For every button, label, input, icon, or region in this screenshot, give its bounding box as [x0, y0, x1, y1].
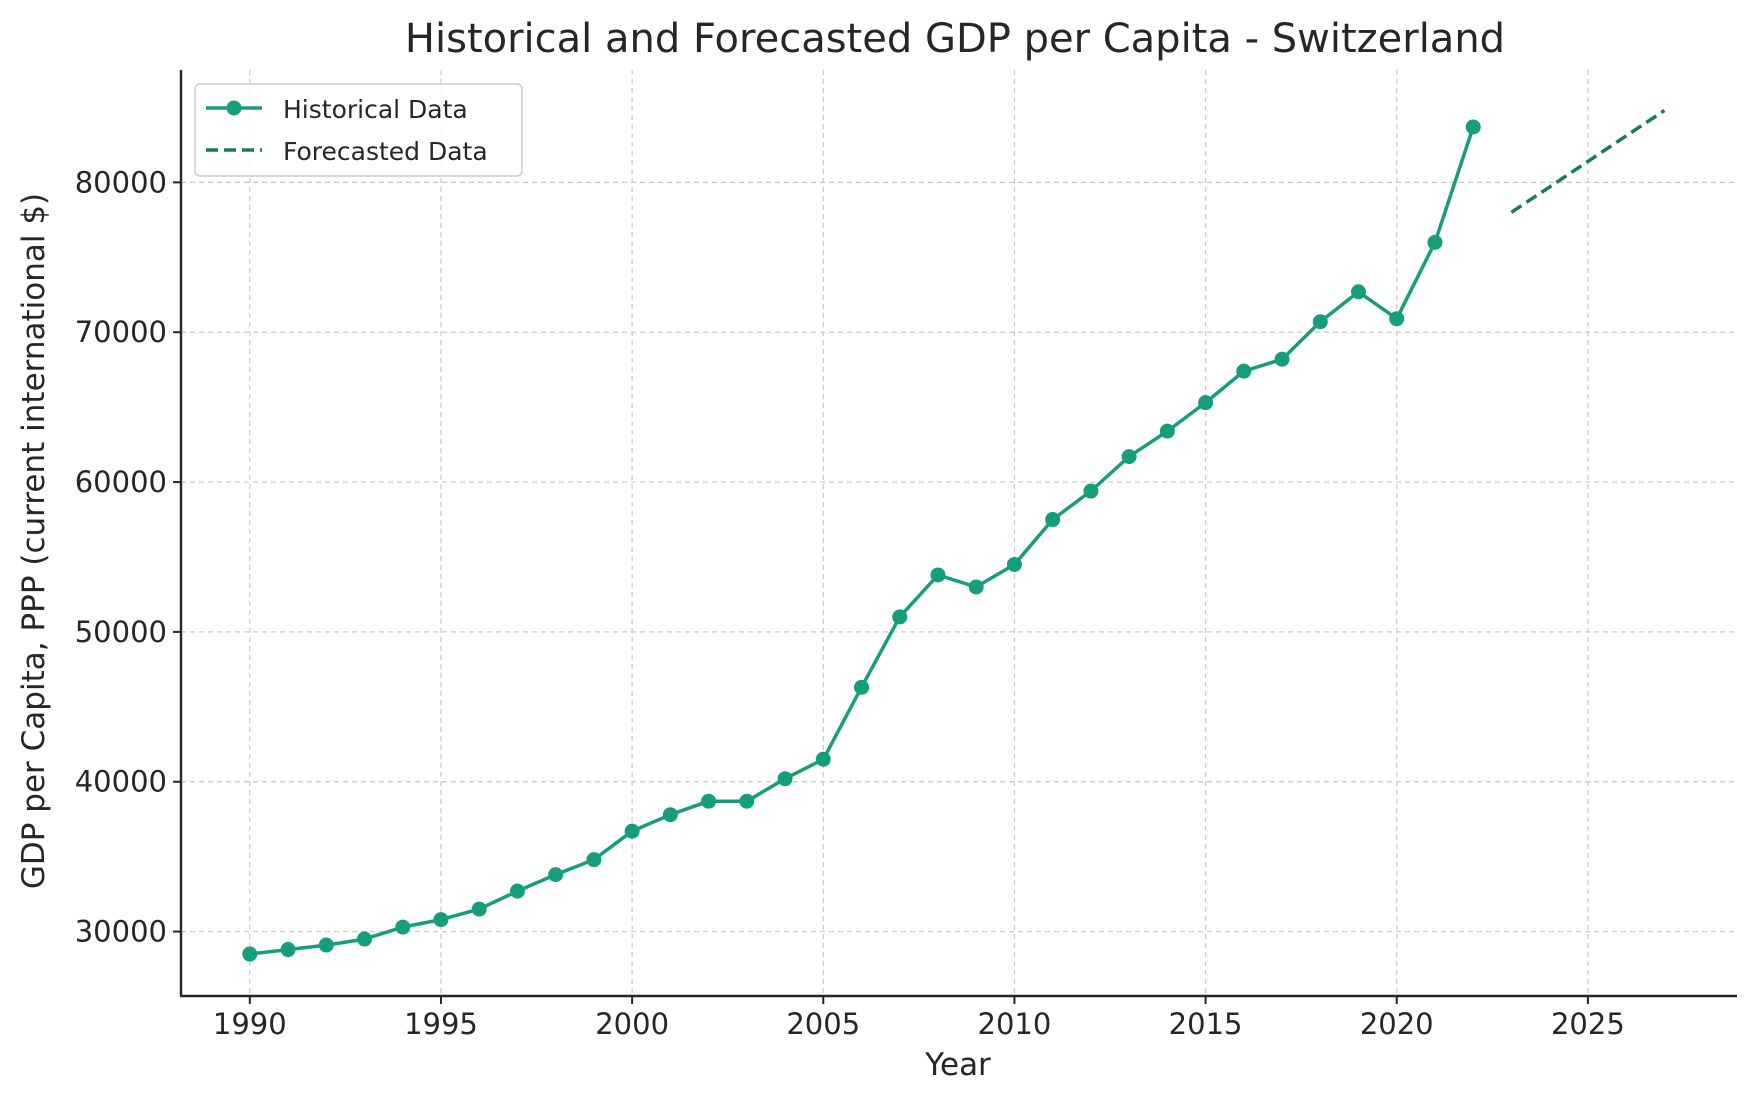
series-layer [242, 109, 1666, 962]
data-point-2007 [892, 609, 908, 625]
x-tick-label-2025: 2025 [1551, 1007, 1625, 1041]
data-point-2012 [1083, 483, 1099, 499]
data-point-2010 [1006, 556, 1022, 572]
data-point-2011 [1045, 512, 1061, 528]
y-tick-label-60000: 60000 [75, 465, 167, 499]
legend-historical-marker [226, 100, 242, 116]
data-point-1999 [586, 852, 602, 868]
y-axis-ticks: 30000 40000 50000 60000 70000 80000 [75, 165, 181, 949]
y-tick-label-80000: 80000 [75, 165, 167, 199]
data-point-2020 [1389, 311, 1405, 327]
chart-title: Historical and Forecasted GDP per Capita… [405, 16, 1505, 62]
y-axis-label: GDP per Capita, PPP (current internation… [16, 193, 52, 889]
data-point-1994 [395, 919, 411, 935]
x-tick-label-2020: 2020 [1360, 1007, 1434, 1041]
data-point-2021 [1427, 234, 1443, 250]
legend: Historical Data Forecasted Data [194, 83, 523, 177]
data-point-1995 [433, 912, 449, 928]
y-tick-label-70000: 70000 [75, 315, 167, 349]
grid-lines [181, 70, 1737, 996]
legend-forecast-label: Forecasted Data [283, 137, 488, 166]
y-tick-label-30000: 30000 [75, 915, 167, 949]
data-point-2008 [930, 567, 946, 583]
x-axis-ticks: 1990 1995 2000 2005 2010 2015 2020 2025 [213, 996, 1625, 1041]
series-line-forecast [1510, 109, 1666, 214]
data-point-2005 [815, 751, 831, 767]
data-point-2017 [1274, 351, 1290, 367]
data-point-2006 [854, 679, 870, 695]
data-point-1991 [280, 942, 296, 958]
legend-historical-label: Historical Data [283, 95, 468, 124]
data-point-2019 [1351, 284, 1367, 300]
x-axis-label: Year [924, 1047, 991, 1083]
x-tick-label-1990: 1990 [213, 1007, 287, 1041]
data-point-1996 [471, 901, 487, 917]
x-tick-label-2010: 2010 [978, 1007, 1052, 1041]
x-tick-label-2015: 2015 [1169, 1007, 1243, 1041]
data-point-2015 [1198, 395, 1214, 411]
data-point-1998 [548, 867, 564, 883]
data-point-2014 [1159, 423, 1175, 439]
data-point-1992 [318, 937, 334, 953]
data-point-2001 [662, 807, 678, 823]
data-point-2004 [777, 771, 793, 787]
data-point-2016 [1236, 363, 1252, 379]
x-tick-label-2005: 2005 [786, 1007, 860, 1041]
legend-box [194, 83, 523, 177]
x-tick-label-2000: 2000 [595, 1007, 669, 1041]
data-point-2018 [1312, 314, 1328, 330]
data-point-2000 [624, 823, 640, 839]
data-point-2009 [968, 579, 984, 595]
series-line-historical [249, 126, 1475, 956]
x-tick-label-1995: 1995 [404, 1007, 478, 1041]
y-tick-label-40000: 40000 [75, 765, 167, 799]
data-point-2003 [739, 793, 755, 809]
data-point-2002 [701, 793, 717, 809]
data-point-2022 [1465, 119, 1481, 135]
y-tick-label-50000: 50000 [75, 615, 167, 649]
data-point-1997 [509, 883, 525, 899]
data-point-1993 [357, 931, 373, 947]
data-point-2013 [1121, 449, 1137, 465]
data-point-1990 [242, 946, 258, 962]
